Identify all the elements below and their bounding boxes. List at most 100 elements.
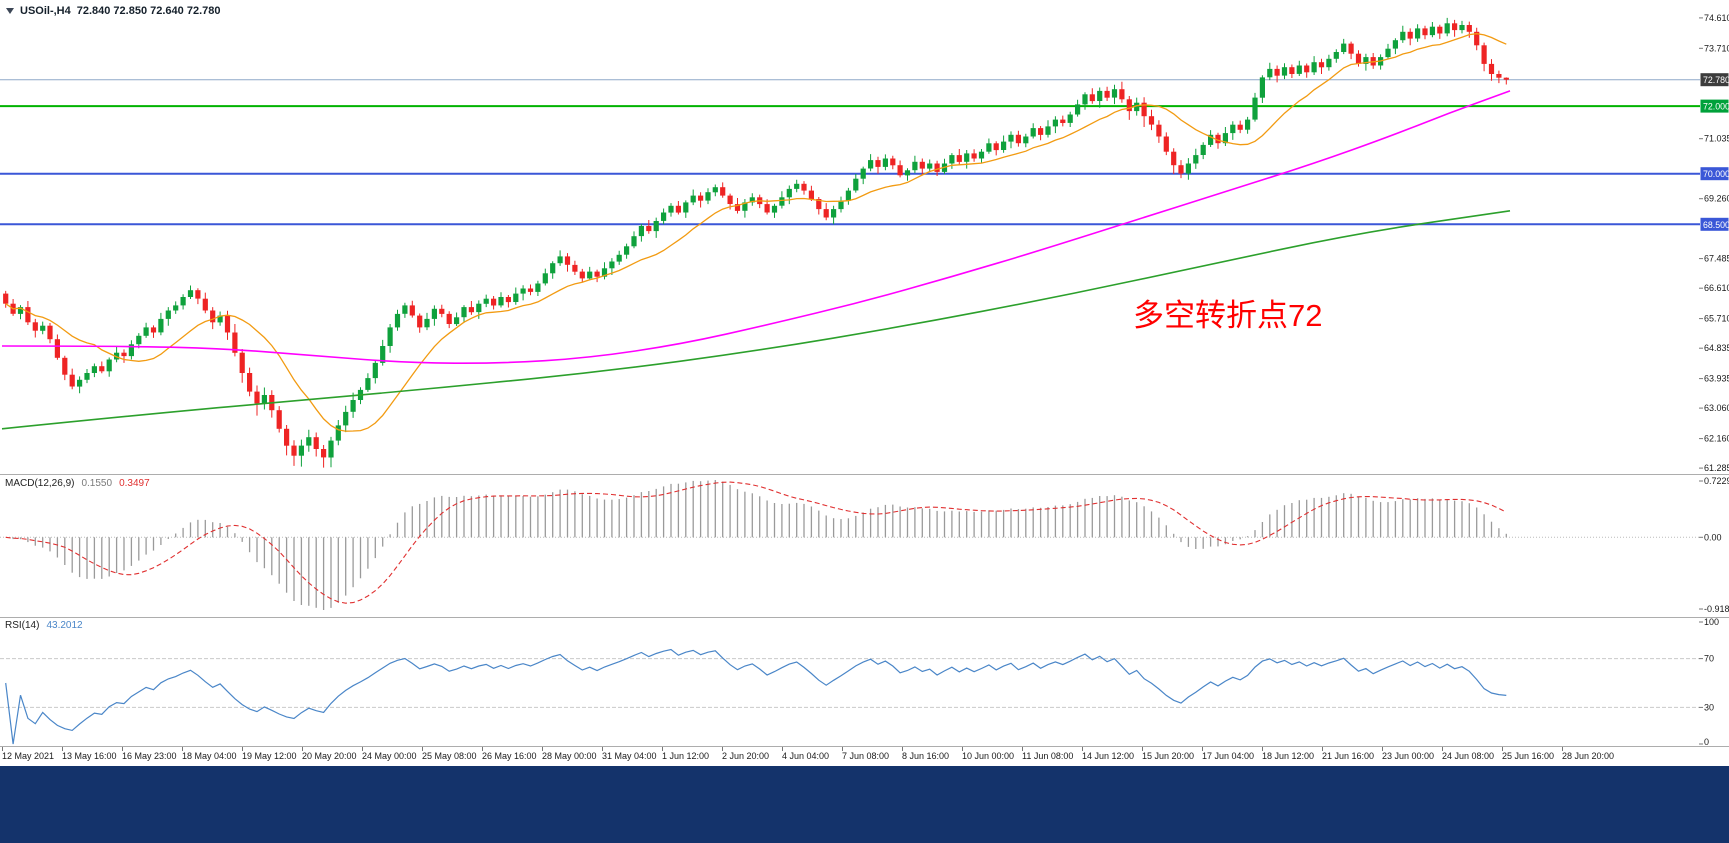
candle: [557, 256, 563, 264]
candle: [1422, 28, 1428, 36]
price-badge-label: 72.000: [1703, 102, 1729, 112]
symbol-dropdown-icon[interactable]: [6, 8, 14, 14]
candle: [1015, 134, 1021, 144]
time-axis-label: 12 May 2021: [2, 751, 54, 761]
rsi-scale-label: 100: [1704, 617, 1719, 627]
candle: [742, 202, 748, 211]
candle: [572, 264, 578, 272]
candle: [527, 288, 534, 292]
candle: [505, 297, 511, 303]
candle: [860, 168, 866, 179]
time-axis-label: 28 Jun 20:00: [1562, 751, 1614, 761]
taskbar[interactable]: [0, 766, 1729, 843]
candle: [1407, 31, 1413, 39]
candle: [187, 290, 194, 297]
macd-signal-line: [5, 481, 1507, 604]
time-axis-label: 7 Jun 08:00: [842, 751, 889, 761]
candle: [1023, 136, 1029, 144]
candle: [1237, 124, 1243, 130]
candle: [247, 373, 253, 392]
macd-name: MACD(12,26,9): [5, 478, 75, 489]
time-axis-label: 11 Jun 08:00: [1022, 751, 1073, 761]
price-badge: [1700, 73, 1729, 87]
candle: [1178, 165, 1184, 174]
candle: [1289, 67, 1295, 74]
time-axis-label: 14 Jun 12:00: [1082, 751, 1134, 761]
time-axis-label: 10 Jun 00:00: [962, 751, 1014, 761]
candle: [99, 366, 105, 372]
candle: [136, 335, 142, 345]
candle: [394, 313, 401, 328]
time-axis-label: 19 May 12:00: [242, 751, 297, 761]
candle: [1385, 48, 1391, 58]
candle: [350, 400, 356, 412]
candle: [646, 226, 652, 232]
candle: [202, 298, 208, 311]
time-axis-label: 20 May 20:00: [302, 751, 357, 761]
chart-canvas[interactable]: 74.610 73.710 71.035 69.260 67.485 66.610 65.7…: [0, 0, 1729, 766]
time-axis-label: 13 May 16:00: [62, 751, 117, 761]
candle: [1333, 52, 1339, 59]
candle: [1304, 65, 1310, 73]
candle: [224, 315, 231, 333]
candle: [1481, 45, 1487, 64]
candle: [934, 163, 940, 172]
candle: [77, 379, 83, 387]
time-axis-label: 24 May 00:00: [362, 751, 417, 761]
candle: [1156, 124, 1162, 137]
candle: [1148, 116, 1155, 125]
rsi-line: [5, 648, 1507, 745]
candle: [91, 366, 97, 373]
candle: [1119, 89, 1125, 100]
candle: [1075, 104, 1081, 115]
ohlc-readout: 72.840 72.850 72.640 72.780: [76, 5, 221, 17]
candle: [32, 322, 38, 331]
time-axis-label: 2 Jun 20:00: [722, 751, 769, 761]
candle: [106, 359, 112, 372]
candle: [150, 327, 157, 333]
candle: [949, 155, 955, 164]
candle: [1067, 114, 1073, 123]
candle: [180, 297, 186, 306]
time-axis-label: 25 May 08:00: [422, 751, 477, 761]
candle: [387, 327, 393, 346]
candle: [668, 205, 674, 213]
candle: [313, 437, 319, 449]
macd-scale-label: 0.00: [1704, 532, 1722, 542]
price-badge: [1700, 167, 1729, 181]
candle: [690, 195, 696, 203]
candle: [1222, 133, 1228, 144]
candle: [1318, 62, 1325, 68]
candle: [513, 293, 519, 302]
candle: [1171, 151, 1177, 166]
macd-histogram: [12, 480, 1507, 610]
candle: [786, 188, 792, 198]
rsi-scale-label: 70: [1704, 654, 1714, 664]
candle: [1008, 134, 1014, 142]
candle: [705, 192, 711, 201]
candle: [1030, 128, 1036, 137]
candle: [173, 305, 179, 311]
time-axis-label: 31 May 04:00: [602, 751, 657, 761]
candle: [424, 318, 430, 328]
rsi-scale-label: 30: [1704, 702, 1714, 712]
price-badge: [1700, 99, 1729, 113]
candle: [594, 271, 600, 277]
candle: [978, 151, 985, 159]
candle: [845, 190, 851, 201]
candle: [84, 373, 90, 380]
candle: [882, 158, 888, 167]
candle: [683, 202, 689, 213]
candle: [1200, 144, 1206, 155]
candle: [483, 298, 489, 304]
price-badge: [1700, 217, 1729, 231]
candle: [653, 221, 659, 232]
candle: [114, 352, 120, 360]
candle: [1001, 141, 1007, 150]
candle: [461, 307, 467, 318]
candle: [1444, 23, 1450, 34]
candle: [1503, 77, 1509, 80]
time-axis-label: 1 Jun 12:00: [662, 751, 709, 761]
candle: [1126, 99, 1132, 112]
candle: [335, 425, 341, 441]
